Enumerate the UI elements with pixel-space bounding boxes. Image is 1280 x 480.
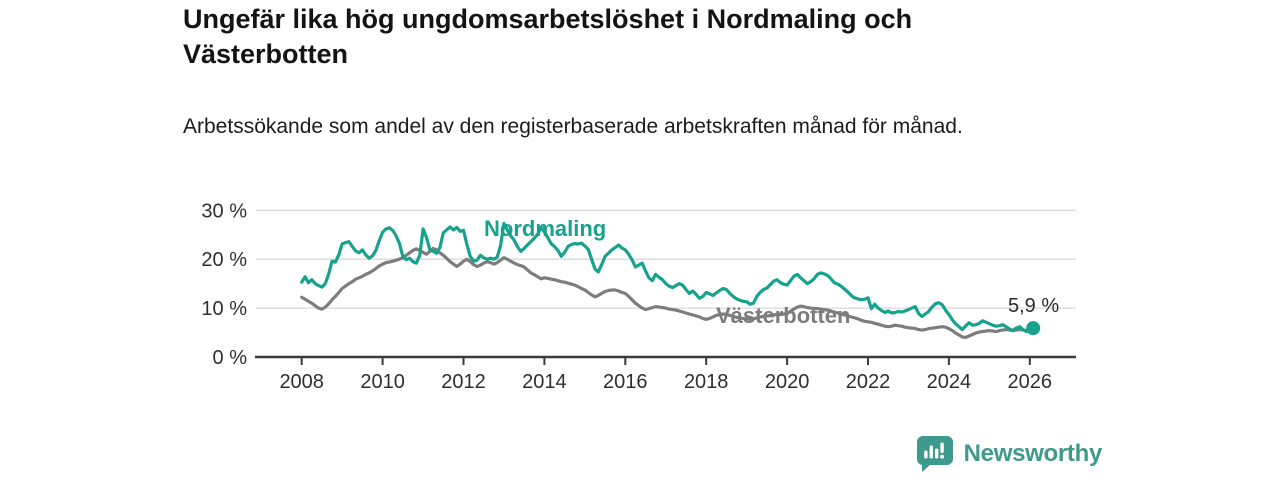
y-tick-label: 30 %: [201, 200, 247, 222]
x-tick-label: 2020: [765, 371, 810, 393]
series-label-nordmaling: Nordmaling: [484, 216, 607, 241]
series-label-vasterbotten: Västerbotten: [716, 303, 851, 328]
series-line-nordmaling: [300, 221, 1035, 334]
x-tick-label: 2014: [522, 371, 567, 393]
y-tick-label: 0 %: [213, 347, 248, 369]
chart-title: Ungefär lika hög ungdomsarbetslöshet i N…: [183, 4, 913, 69]
end-value-label: 5,9 %: [1008, 295, 1060, 317]
y-tick-label: 10 %: [201, 298, 247, 320]
brand-name: Newsworthy: [963, 440, 1103, 467]
newsworthy-logo-icon: [916, 436, 953, 472]
x-tick-label: 2016: [603, 371, 648, 393]
end-point-marker: [1026, 321, 1041, 336]
x-tick-label: 2018: [684, 371, 729, 393]
x-tick-label: 2012: [441, 371, 486, 393]
brand-footer: Newsworthy: [916, 436, 1102, 472]
x-tick-label: 2008: [279, 371, 324, 393]
y-tick-label: 20 %: [201, 249, 247, 271]
series-line-vsterbotten: [300, 246, 1032, 339]
x-tick-label: 2022: [846, 371, 891, 393]
x-tick-label: 2010: [360, 371, 405, 393]
x-tick-label: 2024: [927, 371, 972, 393]
chart-subtitle: Arbetssökande som andel av den registerb…: [183, 115, 963, 138]
x-tick-label: 2026: [1008, 371, 1053, 393]
